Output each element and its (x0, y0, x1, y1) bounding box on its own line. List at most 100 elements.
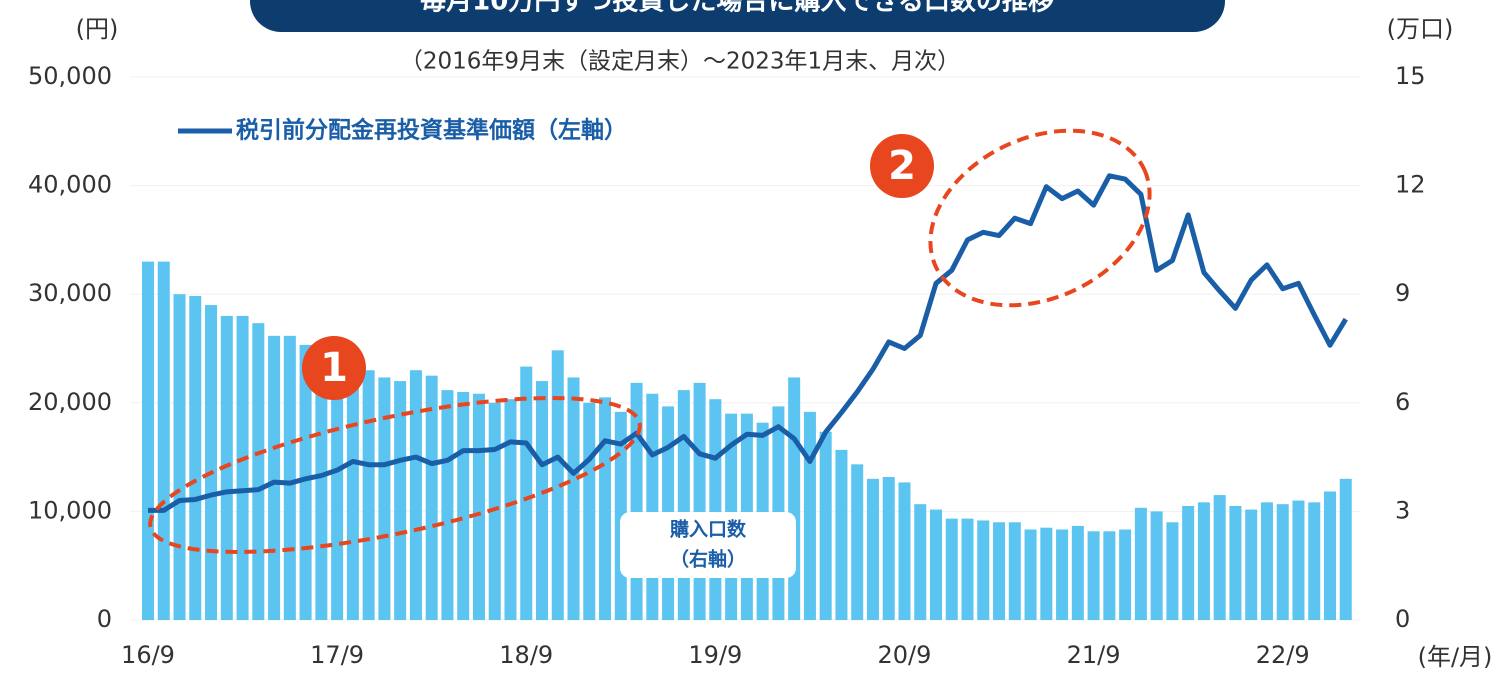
y2-tick-label: 9 (1395, 279, 1410, 307)
x-axis-label: (年/月) (1418, 643, 1493, 671)
bar (205, 305, 218, 620)
annotation-box (620, 512, 796, 578)
bar (1229, 505, 1242, 620)
bar (1150, 511, 1163, 620)
x-tick-label: 18/9 (499, 641, 553, 669)
bar (630, 382, 643, 620)
bar (441, 390, 454, 620)
badge-number: 1 (320, 345, 348, 391)
bar (1103, 531, 1116, 620)
bar (142, 261, 154, 620)
line (148, 173, 1348, 513)
bar (1260, 502, 1273, 620)
bar (1008, 522, 1021, 620)
bar (1087, 531, 1100, 620)
bar (457, 391, 470, 620)
bar (252, 323, 265, 620)
bar (646, 393, 659, 620)
x-tick-label: 19/9 (688, 641, 742, 669)
bar (851, 464, 864, 620)
bar (1292, 500, 1305, 620)
x-tick-label: 17/9 (310, 641, 364, 669)
bar (1040, 527, 1053, 620)
bar (536, 381, 548, 620)
x-tick-label: 20/9 (878, 641, 932, 669)
bar (599, 397, 612, 620)
bar (977, 520, 990, 620)
bar (882, 477, 895, 620)
bar (488, 402, 501, 620)
bar (1276, 504, 1289, 620)
bar (1213, 495, 1226, 620)
y2-tick-label: 0 (1395, 605, 1410, 633)
bar (914, 504, 927, 620)
bar (803, 411, 816, 620)
bar (157, 261, 170, 620)
plot: 010,00020,00030,00040,00050,000036912151… (28, 62, 1426, 669)
y-tick-label: 40,000 (28, 171, 112, 199)
y2-axis-label: (万口) (1387, 15, 1454, 43)
bar (835, 449, 848, 620)
legend-label: 税引前分配金再投資基準価額（左軸） (236, 117, 627, 144)
y2-tick-label: 15 (1395, 62, 1426, 90)
y-tick-label: 30,000 (28, 279, 112, 307)
bar (583, 402, 596, 620)
chart-title: 毎月10万円ずつ投資した場合に購入できる口数の推移 (420, 0, 1054, 17)
bar (378, 377, 391, 620)
y2-tick-label: 6 (1395, 388, 1410, 416)
title-box (250, 0, 1225, 32)
bar (520, 366, 533, 620)
bar (1182, 505, 1195, 620)
bar (394, 381, 407, 620)
bar (362, 370, 375, 620)
y-tick-label: 0 (97, 605, 112, 633)
bar (409, 370, 422, 620)
bar (220, 315, 233, 620)
annotation: 購入口数 (670, 518, 747, 541)
bar (551, 350, 564, 620)
bar (677, 390, 690, 620)
highlight-ellipse (928, 128, 1152, 308)
y-axis-label: (円) (76, 15, 119, 43)
bar (1071, 525, 1084, 620)
bar (173, 294, 186, 620)
bar (693, 382, 706, 620)
bar (961, 518, 974, 620)
y2-tick-label: 12 (1395, 171, 1426, 199)
bar (709, 399, 722, 620)
x-tick-label: 16/9 (121, 641, 175, 669)
bar (788, 377, 801, 620)
highlight-ellipse (148, 396, 642, 554)
bar (1245, 509, 1258, 620)
bar (945, 518, 958, 620)
bar (1166, 522, 1179, 620)
bar (346, 370, 359, 620)
bar (993, 522, 1006, 620)
bar (331, 357, 344, 620)
bar (472, 393, 485, 620)
x-tick-label: 21/9 (1067, 641, 1121, 669)
bar (283, 335, 296, 620)
bar (1308, 502, 1321, 620)
bar (1134, 507, 1147, 620)
bar (1024, 529, 1037, 620)
y2-tick-label: 3 (1395, 496, 1410, 524)
annotation: （右軸） (670, 548, 746, 571)
bar (567, 377, 580, 620)
bar (1056, 529, 1069, 620)
bar (866, 478, 879, 620)
bar (1197, 502, 1210, 620)
bar (504, 399, 517, 620)
bar (898, 482, 911, 620)
bar (1339, 478, 1352, 620)
badge (302, 336, 366, 400)
bar (315, 352, 328, 620)
badge-number: 2 (888, 143, 916, 189)
bar (1324, 491, 1336, 620)
y-tick-label: 10,000 (28, 496, 112, 524)
bar (236, 315, 249, 620)
bar (189, 296, 202, 620)
y-tick-label: 20,000 (28, 388, 112, 416)
bar (299, 344, 312, 620)
